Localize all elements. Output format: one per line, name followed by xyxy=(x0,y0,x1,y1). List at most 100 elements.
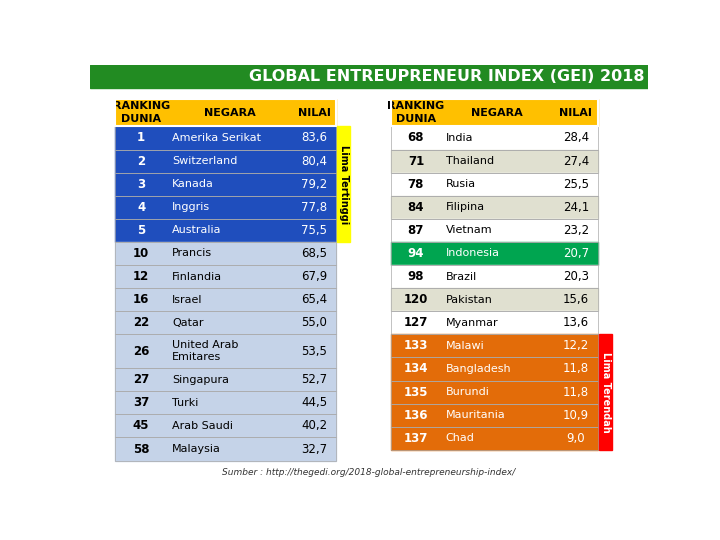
Bar xyxy=(391,219,598,242)
Bar xyxy=(391,311,598,334)
Text: 94: 94 xyxy=(408,247,424,260)
Text: 10,9: 10,9 xyxy=(563,409,589,422)
Text: Finlandia: Finlandia xyxy=(172,272,222,281)
Text: 27: 27 xyxy=(133,373,149,386)
Text: 84: 84 xyxy=(408,201,424,214)
Text: 133: 133 xyxy=(404,339,428,353)
Bar xyxy=(114,368,336,392)
Bar xyxy=(337,126,351,242)
Bar xyxy=(391,150,598,173)
Bar xyxy=(114,242,336,265)
Bar xyxy=(114,334,336,368)
Bar xyxy=(114,219,336,242)
Text: 3: 3 xyxy=(137,178,145,191)
Text: 55,0: 55,0 xyxy=(301,316,327,329)
Text: Lima Tertinggi: Lima Tertinggi xyxy=(339,145,348,224)
Bar xyxy=(391,126,598,150)
Text: Chad: Chad xyxy=(446,433,474,443)
Bar xyxy=(114,334,336,368)
Text: 45: 45 xyxy=(133,420,150,433)
Text: Pakistan: Pakistan xyxy=(446,295,492,305)
Text: Indonesia: Indonesia xyxy=(446,248,500,259)
Bar xyxy=(391,195,598,219)
Text: Myanmar: Myanmar xyxy=(446,318,498,328)
Text: Arab Saudi: Arab Saudi xyxy=(172,421,233,431)
Bar xyxy=(114,311,336,334)
Bar xyxy=(391,126,598,150)
Text: Qatar: Qatar xyxy=(172,318,204,328)
Bar xyxy=(599,334,612,450)
Text: 26: 26 xyxy=(133,345,149,357)
Bar xyxy=(391,99,598,126)
Bar xyxy=(114,242,336,265)
Text: 27,4: 27,4 xyxy=(563,154,589,167)
Bar xyxy=(114,219,336,242)
Text: 25,5: 25,5 xyxy=(563,178,589,191)
Bar xyxy=(114,126,336,150)
Text: 68,5: 68,5 xyxy=(301,247,327,260)
Text: 13,6: 13,6 xyxy=(563,316,589,329)
Text: Turki: Turki xyxy=(172,398,199,408)
Bar xyxy=(114,126,336,150)
Text: India: India xyxy=(446,133,473,143)
Bar xyxy=(391,173,598,195)
Text: 65,4: 65,4 xyxy=(301,293,327,306)
Text: 22: 22 xyxy=(133,316,149,329)
Text: Singapura: Singapura xyxy=(172,375,229,384)
Bar xyxy=(391,427,598,450)
Text: Brazil: Brazil xyxy=(446,272,477,281)
Text: 10: 10 xyxy=(133,247,149,260)
Bar xyxy=(391,357,598,381)
Text: NEGARA: NEGARA xyxy=(204,107,256,118)
Text: 44,5: 44,5 xyxy=(301,396,327,409)
Bar xyxy=(114,195,336,219)
Text: RANKING
DUNIA: RANKING DUNIA xyxy=(387,102,444,124)
Text: 5: 5 xyxy=(137,224,145,237)
Bar xyxy=(391,381,598,403)
Text: 23,2: 23,2 xyxy=(563,224,589,237)
Bar xyxy=(114,437,336,461)
Bar xyxy=(114,392,336,414)
Bar xyxy=(391,288,598,311)
Text: 11,8: 11,8 xyxy=(563,386,589,399)
Bar xyxy=(391,403,598,427)
Text: 87: 87 xyxy=(408,224,424,237)
Text: 120: 120 xyxy=(404,293,428,306)
Text: Filipina: Filipina xyxy=(446,202,485,212)
Text: Malaysia: Malaysia xyxy=(172,444,221,454)
Text: Sumber : http://thegedi.org/2018-global-entrepreneurship-index/: Sumber : http://thegedi.org/2018-global-… xyxy=(222,468,516,477)
Text: 68: 68 xyxy=(408,131,424,144)
Text: Amerika Serikat: Amerika Serikat xyxy=(172,133,261,143)
Text: 2: 2 xyxy=(137,154,145,167)
Bar xyxy=(391,265,598,288)
Bar xyxy=(114,414,336,437)
Text: Israel: Israel xyxy=(172,295,202,305)
Text: Inggris: Inggris xyxy=(172,202,210,212)
Text: 58: 58 xyxy=(133,443,150,456)
Bar xyxy=(391,288,598,311)
Text: Mauritania: Mauritania xyxy=(446,410,505,420)
Text: Lima Terendah: Lima Terendah xyxy=(600,352,611,433)
Text: 20,7: 20,7 xyxy=(563,247,589,260)
Text: 53,5: 53,5 xyxy=(301,345,327,357)
Text: Vietnam: Vietnam xyxy=(446,225,492,235)
Bar xyxy=(391,357,598,381)
Text: 11,8: 11,8 xyxy=(563,362,589,375)
Bar xyxy=(391,403,598,427)
Text: 75,5: 75,5 xyxy=(301,224,327,237)
Text: 24,1: 24,1 xyxy=(563,201,589,214)
Bar xyxy=(114,392,336,414)
Text: 98: 98 xyxy=(408,270,424,283)
Text: 37: 37 xyxy=(133,396,149,409)
Text: 71: 71 xyxy=(408,154,424,167)
Bar xyxy=(391,195,598,219)
Text: 40,2: 40,2 xyxy=(301,420,327,433)
Bar xyxy=(114,288,336,311)
Text: 134: 134 xyxy=(404,362,428,375)
Text: 83,6: 83,6 xyxy=(301,131,327,144)
Text: Rusia: Rusia xyxy=(446,179,476,189)
Text: 20,3: 20,3 xyxy=(563,270,589,283)
Bar xyxy=(114,288,336,311)
Text: Switzerland: Switzerland xyxy=(172,156,238,166)
Text: 12,2: 12,2 xyxy=(563,339,589,353)
